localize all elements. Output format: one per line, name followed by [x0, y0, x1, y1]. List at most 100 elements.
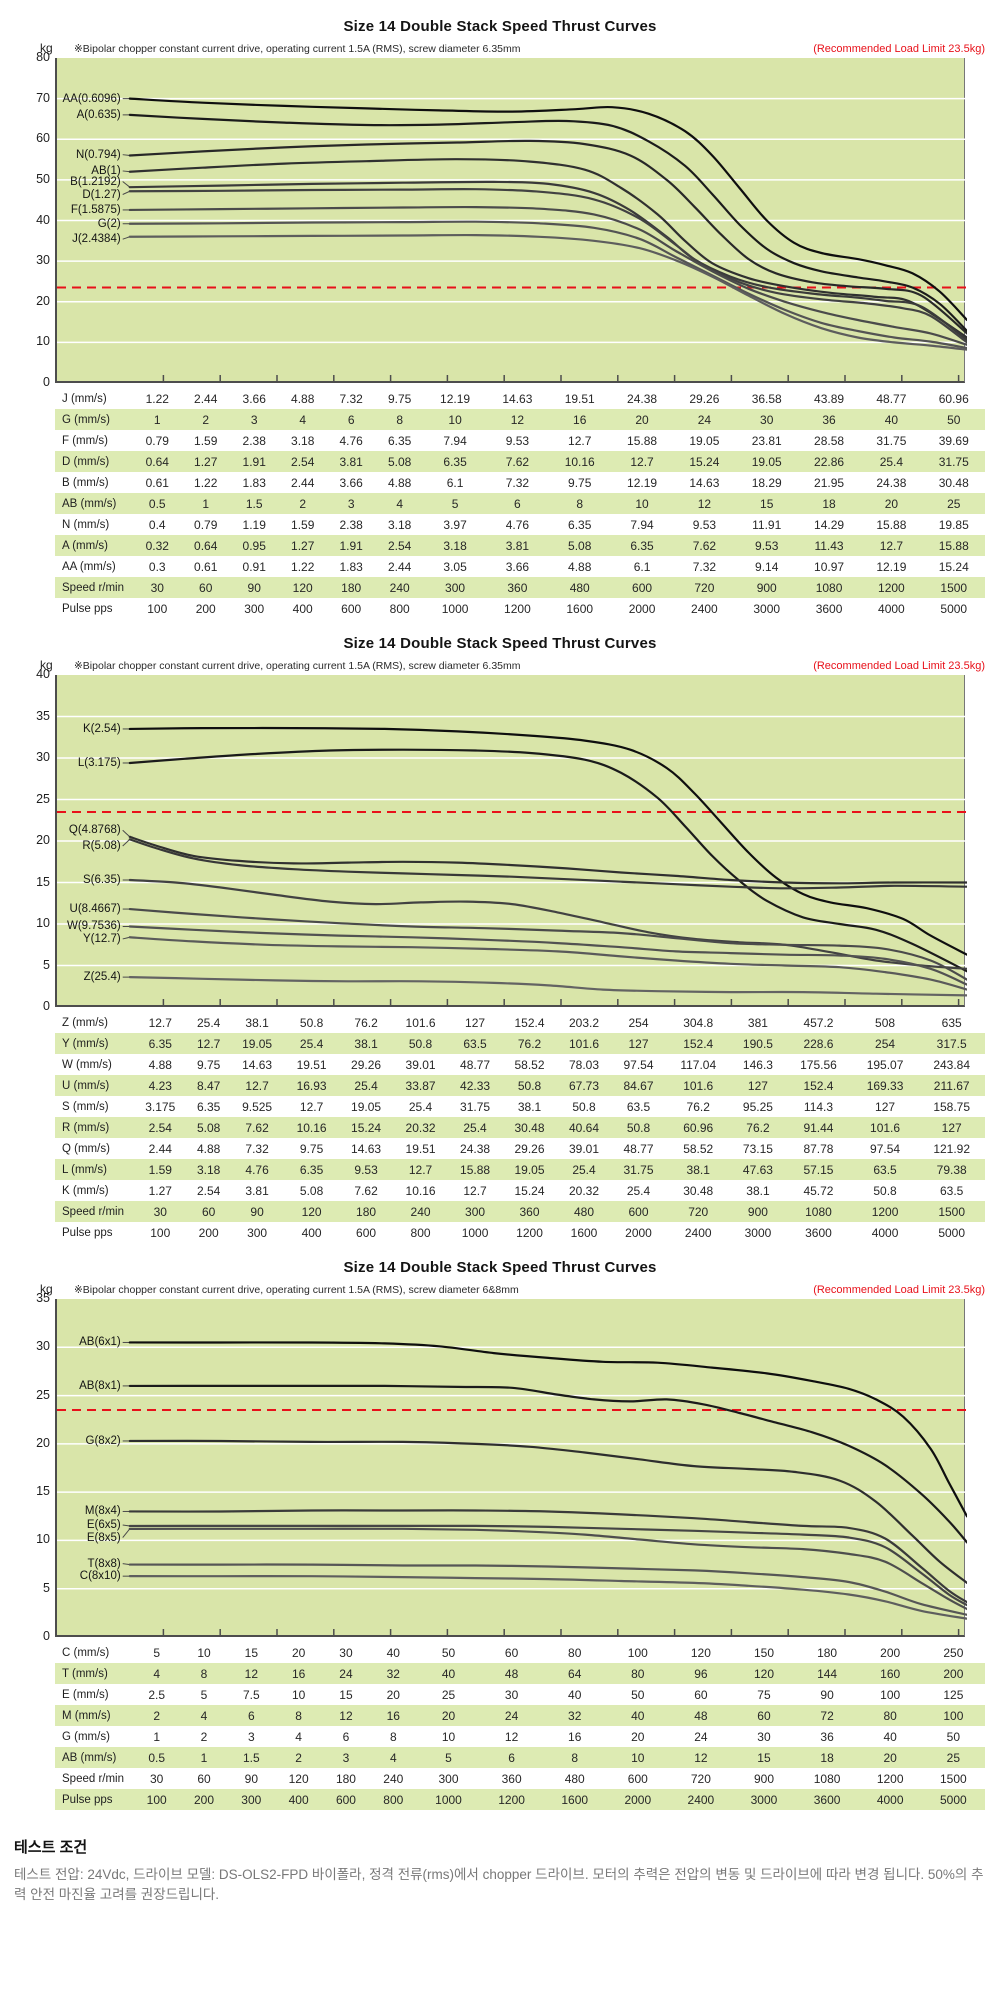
- value-cell: 635: [941, 1015, 962, 1030]
- value-cell: 457.2: [803, 1015, 834, 1030]
- value-cell: 1.27: [291, 538, 315, 553]
- y-axis-tick-label: 35: [36, 1291, 50, 1305]
- thrust-curve: [128, 1524, 967, 1607]
- value-cell: 6.35: [630, 538, 654, 553]
- value-cell: 1500: [940, 580, 968, 595]
- value-cell: 5000: [940, 1792, 967, 1807]
- value-cell: 96: [694, 1666, 708, 1681]
- value-cell: 15: [760, 496, 774, 511]
- curve-label-leader: [122, 829, 131, 838]
- value-cell: 8: [576, 496, 584, 511]
- row-header: B (mm/s): [62, 476, 109, 489]
- value-cell: 2.54: [291, 454, 315, 469]
- value-cell: 2.54: [196, 1183, 221, 1198]
- value-cell: 3: [347, 496, 355, 511]
- value-cell: 158.75: [933, 1099, 971, 1114]
- value-cell: 12: [504, 1729, 519, 1744]
- value-cell: 100: [943, 1708, 964, 1723]
- value-cell: 160: [880, 1666, 901, 1681]
- curve-label: AA(0.6096): [62, 92, 121, 105]
- note-row: kg ※Bipolar chopper constant current dri…: [0, 41, 1000, 55]
- value-cell: 3.81: [245, 1183, 269, 1198]
- thrust-curve: [128, 835, 967, 885]
- table-row: U (mm/s) 4.23 8.47 12.7 16.93 25.4 33.87 42.33 5…: [55, 1075, 985, 1096]
- table-row: Z (mm/s) 12.7 25.4 38.1 50.8 76.2 101.6 127 152.…: [55, 1012, 985, 1033]
- value-cell: 15: [244, 1645, 258, 1660]
- value-cell: 47.63: [742, 1162, 773, 1177]
- value-cell: 400: [292, 601, 313, 616]
- curve-label: A(0.635): [76, 108, 121, 121]
- recommended-load-limit-label: (Recommended Load Limit 23.5kg): [813, 1284, 985, 1296]
- value-cell: 97.54: [623, 1057, 654, 1072]
- value-cell: 304.8: [683, 1015, 714, 1030]
- table-row: AB (mm/s) 0.5 1 1.5 2 3 4 5 6 8 10 12 15 18 20 25: [55, 493, 985, 514]
- value-cell: 3.175: [145, 1099, 176, 1114]
- value-cell: 1200: [876, 1771, 904, 1786]
- value-cell: 25.4: [572, 1162, 596, 1177]
- value-cell: 9.53: [354, 1162, 378, 1177]
- value-cell: 25: [441, 1687, 456, 1702]
- value-cell: 57.15: [803, 1162, 834, 1177]
- thrust-curve: [128, 1509, 967, 1604]
- value-cell: 120: [288, 1771, 309, 1786]
- curve-label: C(8x10): [79, 1570, 121, 1583]
- chart-section-2: Size 14 Double Stack Speed Thrust Curves…: [0, 635, 1000, 1243]
- value-cell: 19.51: [296, 1057, 327, 1072]
- value-cell: 4: [299, 412, 307, 427]
- curve-label: N(0.794): [75, 148, 121, 161]
- value-cell: 38.1: [746, 1183, 770, 1198]
- value-cell: 20: [291, 1645, 306, 1660]
- value-cell: 4: [200, 1708, 208, 1723]
- value-cell: 9.75: [387, 391, 412, 406]
- value-cell: 63.5: [873, 1162, 897, 1177]
- value-cell: 1.22: [194, 475, 218, 490]
- value-cell: 300: [445, 580, 466, 595]
- value-cell: 38.1: [245, 1015, 269, 1030]
- value-cell: 18.29: [751, 475, 782, 490]
- value-cell: 40: [568, 1687, 582, 1702]
- value-cell: 127: [875, 1099, 896, 1114]
- value-cell: 5.08: [387, 454, 412, 469]
- value-cell: 1.22: [145, 391, 169, 406]
- value-cell: 48.77: [460, 1057, 491, 1072]
- row-header: G (mm/s): [62, 413, 110, 426]
- value-cell: 7.62: [354, 1183, 378, 1198]
- value-cell: 40: [883, 1729, 897, 1744]
- value-cell: 60: [199, 580, 213, 595]
- value-cell: 25.4: [626, 1183, 651, 1198]
- value-cell: 120: [690, 1645, 711, 1660]
- value-cell: 7.94: [630, 517, 654, 532]
- y-axis-tick-label: 40: [36, 667, 50, 681]
- value-cell: 6.35: [196, 1099, 221, 1114]
- value-cell: 4.76: [245, 1162, 269, 1177]
- value-cell: 3.18: [443, 538, 467, 553]
- value-cell: 32: [568, 1708, 582, 1723]
- thrust-curve: [128, 233, 967, 351]
- value-cell: 40: [631, 1708, 645, 1723]
- value-cell: 0.4: [148, 517, 166, 532]
- value-cell: 2400: [687, 1792, 715, 1807]
- y-axis-tick-label: 5: [43, 1580, 50, 1595]
- value-cell: 7.62: [692, 538, 717, 553]
- value-cell: 254: [875, 1036, 896, 1051]
- value-cell: 24: [339, 1666, 353, 1681]
- value-cell: 19.05: [242, 1036, 273, 1051]
- value-cell: 3.66: [505, 559, 530, 574]
- value-cell: 4: [153, 1666, 160, 1681]
- table-row: Speed r/min 30 60 90 120 180 240 300 360 480 600 72…: [55, 1768, 985, 1789]
- y-axis-tick-label: 35: [36, 708, 50, 723]
- value-cell: 60: [757, 1708, 771, 1723]
- value-cell: 8: [295, 1708, 302, 1723]
- value-cell: 60: [201, 1204, 216, 1219]
- value-cell: 23.81: [751, 433, 782, 448]
- row-header: G (mm/s): [62, 1730, 110, 1743]
- table-row: L (mm/s) 1.59 3.18 4.76 6.35 9.53 12.7 15.88 19.…: [55, 1159, 985, 1180]
- value-cell: 40: [884, 412, 899, 427]
- y-axis-unit-label: kg: [40, 1282, 53, 1296]
- row-header: Speed r/min: [62, 1205, 125, 1218]
- value-cell: 33.87: [405, 1078, 436, 1093]
- note-row: kg ※Bipolar chopper constant current dri…: [0, 1282, 1000, 1296]
- value-cell: 9.75: [299, 1141, 324, 1156]
- value-cell: 300: [241, 1792, 262, 1807]
- value-cell: 1: [200, 1750, 208, 1765]
